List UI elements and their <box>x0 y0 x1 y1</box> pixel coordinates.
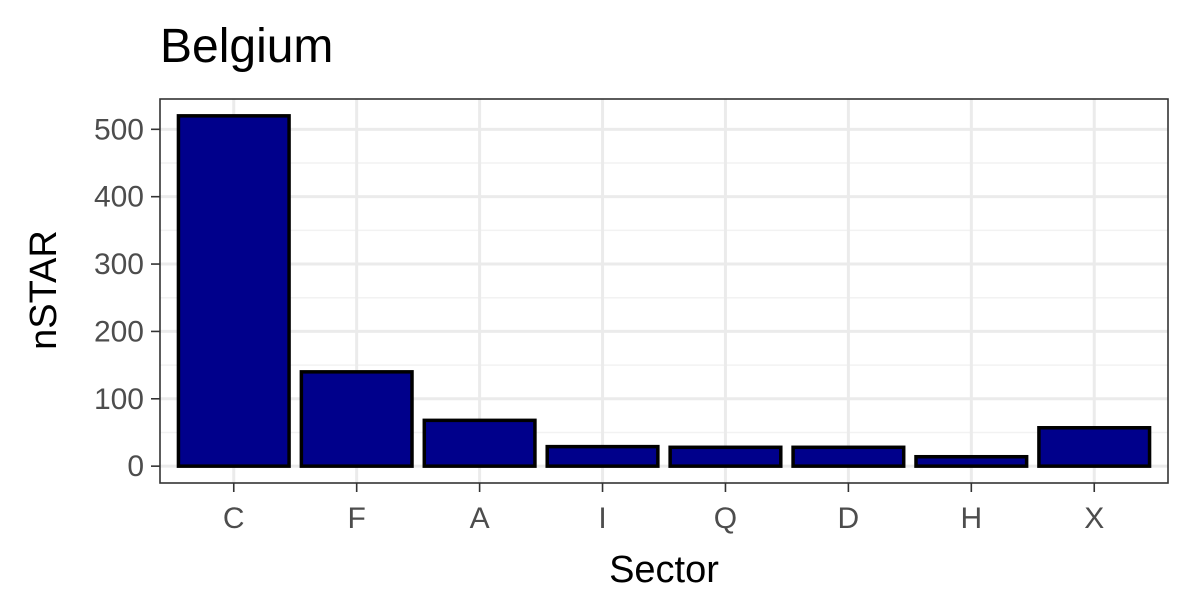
x-tick-label: C <box>223 502 245 535</box>
bar-X <box>1037 426 1152 468</box>
x-tick-label: I <box>598 502 606 535</box>
x-tick-label: D <box>838 502 860 535</box>
y-tick-label: 500 <box>94 113 144 146</box>
y-tick-label: 0 <box>127 450 144 483</box>
tick-layer: 0 100 200 300 400 500 C F A I Q D H X <box>94 113 1104 535</box>
bar-H <box>914 454 1029 468</box>
bar-C <box>176 114 291 468</box>
bar-layer <box>176 114 1152 468</box>
bar-A <box>422 418 537 468</box>
bar-I <box>545 444 660 468</box>
x-tick-label: A <box>470 502 490 535</box>
x-tick-label: X <box>1084 502 1104 535</box>
panel-border <box>159 98 1169 484</box>
y-axis-title: nSTAR <box>23 230 65 350</box>
y-tick-label: 200 <box>94 315 144 348</box>
y-tick-label: 400 <box>94 181 144 214</box>
x-tick-label: H <box>960 502 982 535</box>
x-axis-title: Sector <box>609 549 719 591</box>
x-tick-label: Q <box>714 502 737 535</box>
y-tick-label: 300 <box>94 248 144 281</box>
y-tick-label: 100 <box>94 383 144 416</box>
bar-D <box>791 445 906 468</box>
chart-title: Belgium <box>160 20 333 73</box>
bar-Q <box>668 445 783 468</box>
bar-F <box>299 370 414 468</box>
x-tick-label: F <box>348 502 366 535</box>
